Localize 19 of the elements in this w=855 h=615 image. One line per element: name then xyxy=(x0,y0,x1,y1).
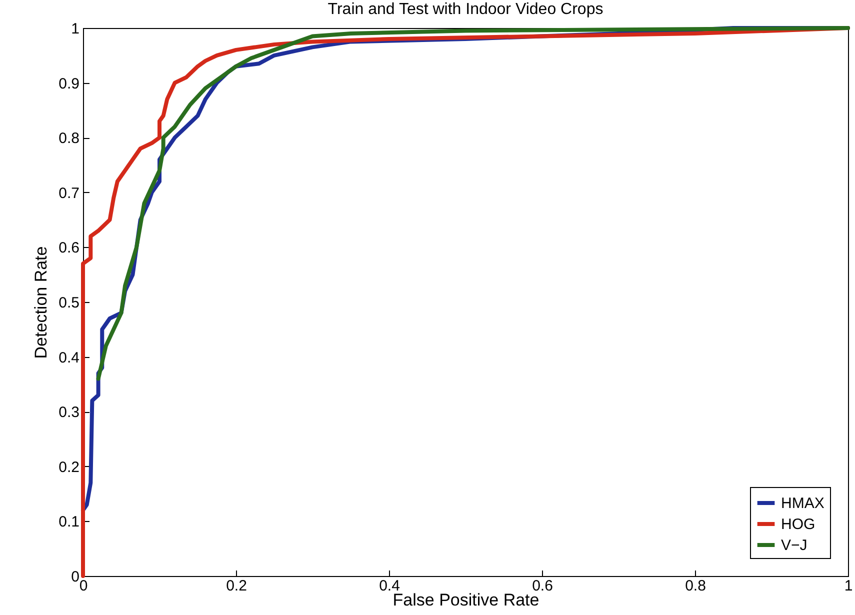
y-tick-label: 0.8 xyxy=(58,130,80,148)
line-series xyxy=(96,26,850,381)
x-tick-label: 0.8 xyxy=(685,578,706,594)
legend-label: V−J xyxy=(781,537,808,554)
y-tick-label: 0.9 xyxy=(58,75,80,92)
y-tick-label: 0.7 xyxy=(58,184,80,202)
y-tick-label: 0.3 xyxy=(58,404,80,422)
chart-title: Train and Test with Indoor Video Crops xyxy=(328,1,604,18)
y-axis-title: Detection Rate xyxy=(32,246,51,359)
y-tick-label: 0.5 xyxy=(58,294,80,312)
y-tick-label: 0.4 xyxy=(58,349,80,366)
y-tick-label: 0.1 xyxy=(58,514,80,531)
y-tick-label: 1 xyxy=(71,20,80,38)
x-tick-label: 0.2 xyxy=(226,578,247,594)
y-tick-label: 0.2 xyxy=(58,458,80,476)
legend-label: HOG xyxy=(781,516,816,533)
y-tick-label: 0.6 xyxy=(58,240,80,257)
x-tick-label: 1 xyxy=(844,578,853,594)
legend-label: HMAX xyxy=(781,495,824,512)
